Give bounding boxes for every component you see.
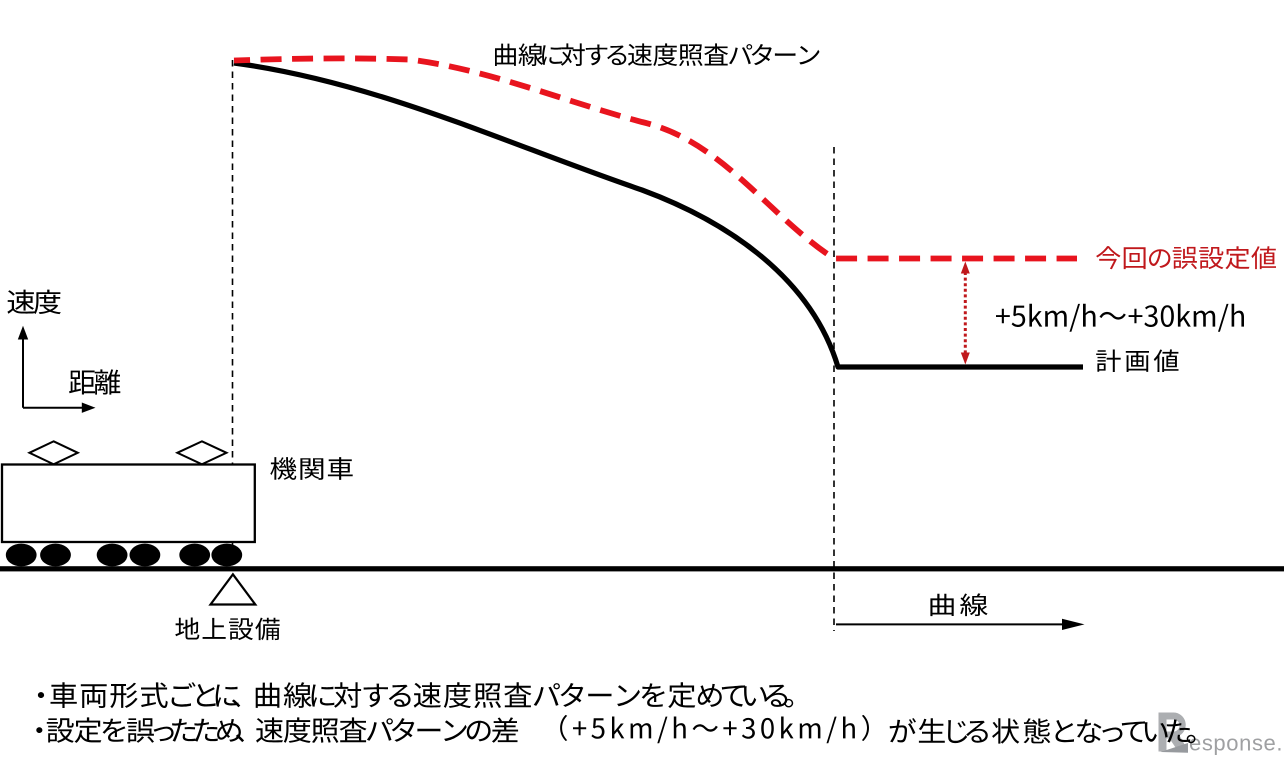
svg-text:esponse.: esponse. — [1189, 731, 1283, 756]
